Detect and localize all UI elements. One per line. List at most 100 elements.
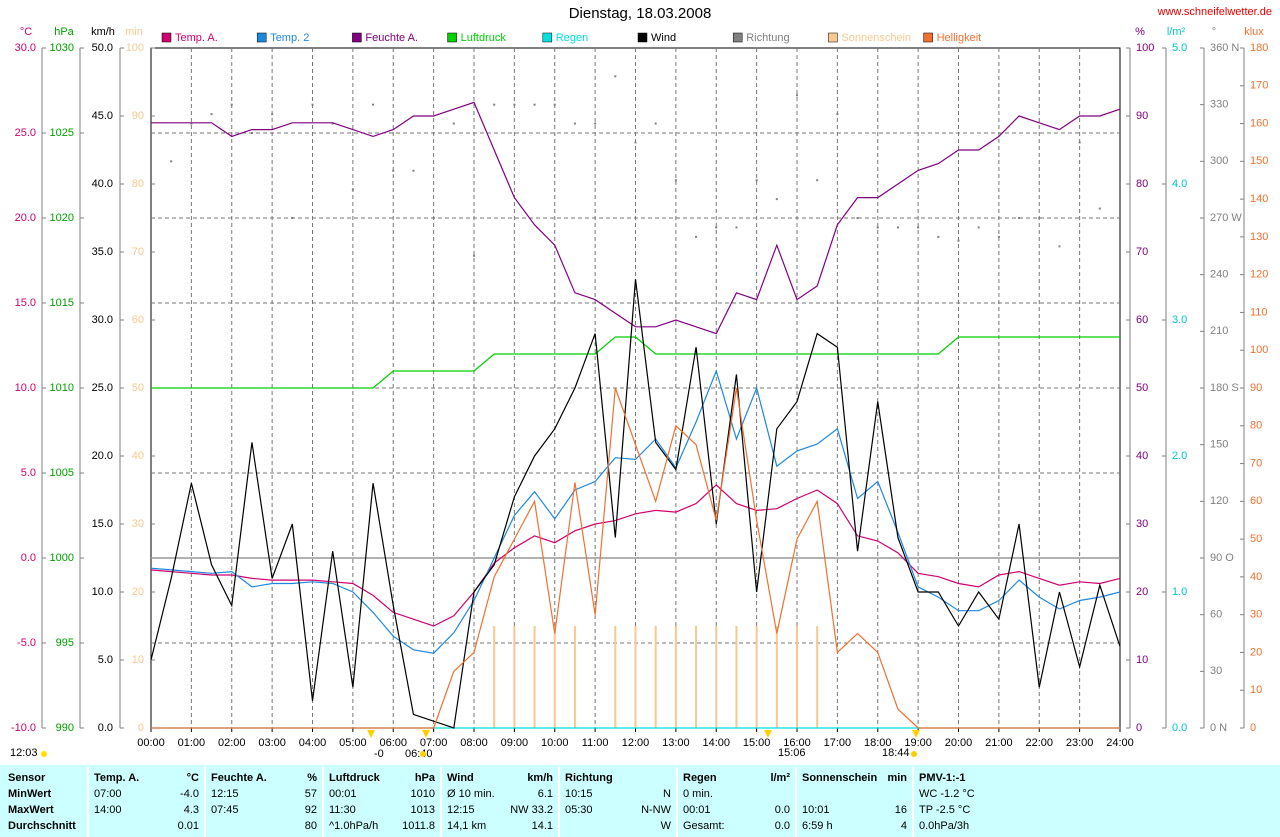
y-tick-label: 1.0 xyxy=(1172,586,1187,598)
axis-unit: ° xyxy=(1212,26,1216,38)
stat-time: ^1.0hPa/h xyxy=(329,820,378,832)
direction-dot xyxy=(695,235,698,238)
direction-dot xyxy=(1119,207,1121,210)
x-tick-label: 24:00 xyxy=(1106,737,1134,749)
stat-time: 11:30 xyxy=(329,804,356,816)
y-tick-label: 80 xyxy=(1250,420,1262,432)
direction-dot xyxy=(372,103,375,106)
direction-dot xyxy=(836,113,839,116)
y-tick-label: 90 xyxy=(1250,382,1262,394)
direction-dot xyxy=(594,122,597,125)
direction-dot xyxy=(1018,217,1021,219)
stat-time: 10:15 xyxy=(565,788,593,800)
sunshine-bar xyxy=(735,626,738,728)
y-tick-label: 20 xyxy=(1250,646,1262,658)
stat-value: 16 xyxy=(895,804,907,816)
sunshine-bar xyxy=(553,626,556,728)
stat-value: 14.1 xyxy=(532,820,553,832)
stat-value: 4.3 xyxy=(184,804,199,816)
direction-dot xyxy=(1098,207,1101,210)
stat-value: N xyxy=(663,788,671,800)
annotation: 15:06 xyxy=(778,747,806,759)
legend-swatch xyxy=(637,32,648,43)
stat-time: 14:00 xyxy=(94,804,122,816)
section-unit: % xyxy=(307,772,317,784)
y-tick-label: 210 xyxy=(1210,325,1228,337)
row-label: MinWert xyxy=(8,788,52,800)
direction-dot xyxy=(816,179,819,182)
direction-dot xyxy=(473,254,475,257)
sun-marker xyxy=(422,730,430,738)
x-tick-label: 02:00 xyxy=(218,737,246,749)
y-tick-label: 40.0 xyxy=(92,178,113,190)
y-tick-label: 180 S xyxy=(1210,382,1239,394)
stat-value: 92 xyxy=(305,804,317,816)
y-tick-label: 995 xyxy=(56,637,74,649)
direction-dot xyxy=(412,169,415,172)
section-title: Sonnenschein xyxy=(802,772,877,784)
direction-dot xyxy=(452,122,455,125)
stat-time: 12:15 xyxy=(447,804,475,816)
y-tick-label: 70 xyxy=(1136,246,1148,258)
y-tick-label: 1020 xyxy=(50,212,74,224)
y-tick-label: 90 xyxy=(1136,110,1148,122)
row-label: MaxWert xyxy=(8,804,54,816)
y-tick-label: 110 xyxy=(1250,306,1268,318)
section-unit: l/m² xyxy=(770,772,790,784)
legend-label: Sonnenschein xyxy=(841,32,911,44)
sunshine-bar xyxy=(614,626,617,728)
legend-swatch xyxy=(732,32,743,43)
direction-dot xyxy=(876,226,879,229)
y-tick-label: 2.0 xyxy=(1172,450,1187,462)
stat-value: 0.0 xyxy=(775,820,790,832)
y-tick-label: 70 xyxy=(1250,457,1262,469)
x-tick-label: 09:00 xyxy=(501,737,529,749)
stats-background xyxy=(0,765,1280,837)
axis-unit: km/h xyxy=(91,26,115,38)
y-tick-label: 50.0 xyxy=(92,42,113,54)
direction-dot xyxy=(755,179,758,182)
sunshine-bar xyxy=(654,626,657,728)
y-tick-label: 80 xyxy=(1136,178,1148,190)
direction-dot xyxy=(573,122,576,125)
x-tick-label: 12:00 xyxy=(622,737,650,749)
direction-dot xyxy=(917,226,920,229)
series-line xyxy=(151,336,1120,389)
x-tick-label: 20:00 xyxy=(945,737,973,749)
direction-dot xyxy=(432,217,435,219)
y-tick-label: 120 xyxy=(1210,495,1228,507)
x-tick-label: 18:00 xyxy=(864,737,892,749)
direction-dot xyxy=(614,75,617,78)
direction-dot xyxy=(775,198,778,201)
y-tick-label: 120 xyxy=(1250,269,1268,281)
y-tick-label: 50 xyxy=(1136,382,1148,394)
direction-dot xyxy=(170,160,173,163)
sun-marker xyxy=(367,730,375,738)
series-line xyxy=(151,101,1121,335)
direction-dot xyxy=(1078,141,1081,144)
direction-dot xyxy=(634,141,637,144)
x-tick-label: 16:00 xyxy=(783,737,811,749)
direction-dot xyxy=(1058,245,1061,248)
y-tick-label: 5.0 xyxy=(98,654,113,666)
axis-unit: °C xyxy=(20,26,32,38)
direction-dot xyxy=(271,113,274,116)
legend-label: Feuchte A. xyxy=(365,32,418,44)
y-tick-label: 60 xyxy=(1250,495,1262,507)
direction-dot xyxy=(250,132,253,134)
stat-time: 10:01 xyxy=(802,804,830,816)
direction-dot xyxy=(311,103,314,106)
annotation: -0 xyxy=(374,748,384,760)
y-tick-label: 90 O xyxy=(1210,552,1234,564)
y-tick-label: 25.0 xyxy=(15,127,36,139)
x-tick-label: 17:00 xyxy=(824,737,852,749)
y-tick-label: 160 xyxy=(1250,117,1268,129)
legend-label: Wind xyxy=(651,32,676,44)
stat-time: 12:15 xyxy=(211,788,239,800)
legend-label: Temp. 2 xyxy=(270,32,309,44)
y-tick-label: 100 xyxy=(1250,344,1268,356)
y-tick-label: 150 xyxy=(1250,155,1268,167)
y-tick-label: 80 xyxy=(132,178,144,190)
section-unit: °C xyxy=(187,772,199,784)
